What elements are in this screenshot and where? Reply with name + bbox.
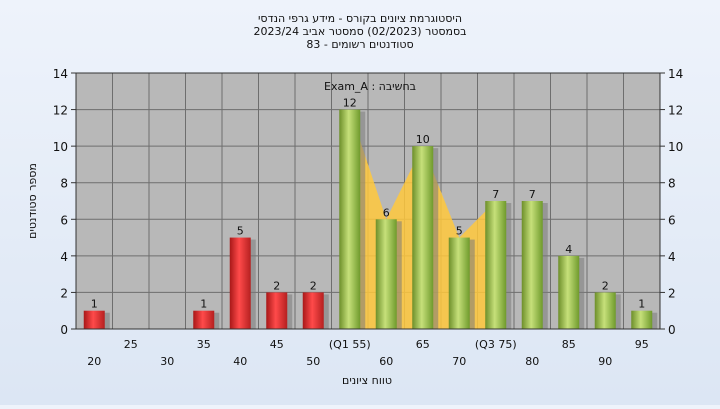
chart-title: היסטוגרמת ציונים בקורס - מידע גרפי הנדסי… <box>253 12 466 51</box>
y-tick-label-left: 8 <box>60 177 68 191</box>
bar-series: 1 1 5 2 2 12 6 10 5 7 7 4 2 1 <box>83 97 658 329</box>
x-tick-label: 60 <box>379 355 393 368</box>
y-tick-label-right: 14 <box>668 67 683 81</box>
x-tick-label: 25 <box>124 338 138 351</box>
bar-value-label: 5 <box>456 225 463 238</box>
bar-value-label: 1 <box>200 298 207 311</box>
title-line-3: 83 - סטודנטים רשומים <box>306 38 413 51</box>
bar-45 <box>266 292 288 329</box>
exam-annotation: Exam_A : בחשיבה <box>324 80 416 93</box>
y-tick-label-left: 10 <box>53 140 68 154</box>
x-tick-label: 40 <box>233 355 247 368</box>
y-tick-label-right: 8 <box>668 177 676 191</box>
x-tick-label: 50 <box>306 355 320 368</box>
x-tick-label: 20 <box>87 355 101 368</box>
y-tick-label-left: 2 <box>60 286 68 300</box>
bar-value-label: 5 <box>237 225 244 238</box>
bar-value-label: 12 <box>343 97 357 110</box>
bar-value-label: 1 <box>91 298 98 311</box>
bar-value-label: 2 <box>602 279 609 292</box>
x-tick-label: 35 <box>197 338 211 351</box>
x-tick-label: 65 <box>416 338 430 351</box>
bar-value-label: 2 <box>273 279 280 292</box>
title-line-2: בסמסטר (02/2023) סמסטר אביב 2023/24 <box>253 25 466 38</box>
x-tick-label: 80 <box>525 355 539 368</box>
x-axis-label: טווח ציונים <box>342 374 392 387</box>
y-tick-label-right: 2 <box>668 286 676 300</box>
bar-60 <box>375 219 397 329</box>
bar-55 <box>339 109 361 329</box>
bar-50 <box>302 292 324 329</box>
bar-value-label: 2 <box>310 279 317 292</box>
y-tick-label-right: 12 <box>668 104 683 118</box>
bar-35 <box>193 310 215 329</box>
y-tick-label-right: 4 <box>668 250 676 264</box>
bar-20 <box>83 310 105 329</box>
x-tick-label: (Q1 55) <box>329 338 371 351</box>
y-tick-label-left: 0 <box>60 323 68 337</box>
bar-80 <box>521 201 543 329</box>
bar-40 <box>229 237 251 329</box>
y-tick-label-left: 12 <box>53 104 68 118</box>
bar-value-label: 6 <box>383 206 390 219</box>
bar-value-label: 10 <box>416 133 430 146</box>
bar-90 <box>594 292 616 329</box>
x-tick-label: 30 <box>160 355 174 368</box>
y-tick-label-left: 6 <box>60 213 68 227</box>
bar-85 <box>558 255 580 329</box>
x-tick-label: 90 <box>598 355 612 368</box>
bar-value-label: 4 <box>565 243 572 256</box>
x-tick-label: (Q3 75) <box>475 338 517 351</box>
bar-75 <box>485 201 507 329</box>
bar-value-label: 7 <box>492 188 499 201</box>
y-tick-label-right: 6 <box>668 213 676 227</box>
y-tick-label-left: 14 <box>53 67 68 81</box>
bar-value-label: 1 <box>638 298 645 311</box>
plot-border <box>75 72 661 330</box>
bar-65 <box>412 146 434 329</box>
y-tick-label-right: 0 <box>668 323 676 337</box>
y-axis-label: מספר סטודנטים <box>26 163 39 239</box>
title-line-1: היסטוגרמת ציונים בקורס - מידע גרפי הנדסי <box>258 12 462 25</box>
y-tick-label-left: 4 <box>60 250 68 264</box>
bar-95 <box>631 310 653 329</box>
x-tick-label: 85 <box>562 338 576 351</box>
bar-70 <box>448 237 470 329</box>
x-tick-label: 70 <box>452 355 466 368</box>
y-tick-label-right: 10 <box>668 140 683 154</box>
x-tick-label: 45 <box>270 338 284 351</box>
x-tick-label: 95 <box>635 338 649 351</box>
bar-value-label: 7 <box>529 188 536 201</box>
